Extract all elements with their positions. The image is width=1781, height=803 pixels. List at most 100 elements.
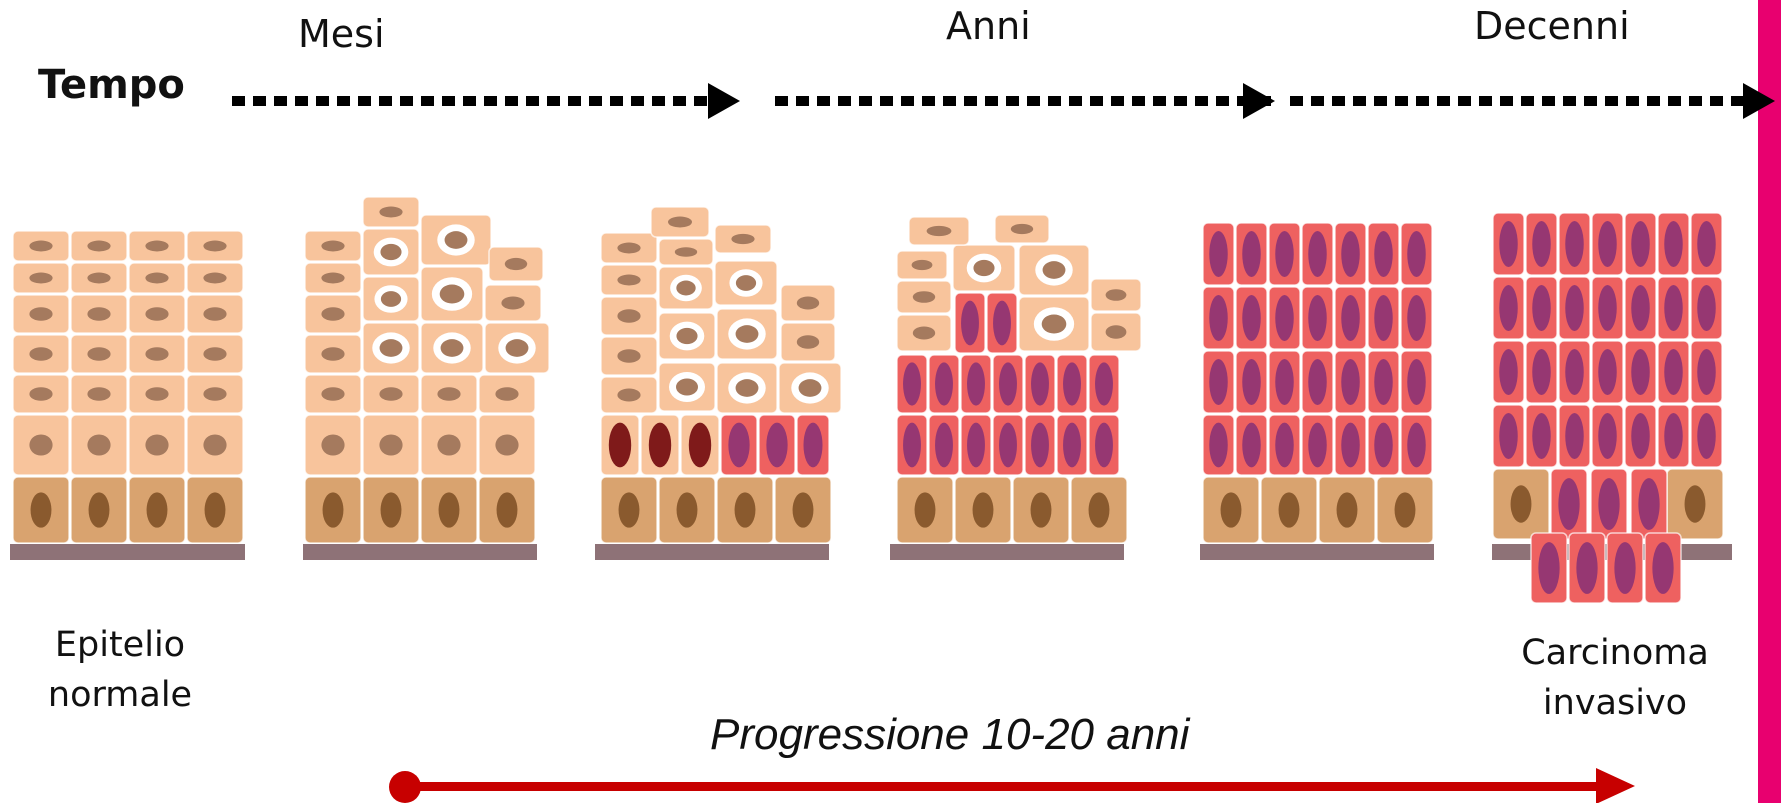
time-dash	[859, 96, 872, 106]
time-dash	[1374, 96, 1387, 106]
normal-cell	[70, 294, 128, 334]
tumor-cell	[896, 354, 928, 414]
tumor-cell	[1591, 276, 1624, 340]
nucleus	[688, 422, 712, 468]
time-dash	[295, 96, 308, 106]
basal-cell	[774, 476, 832, 544]
nucleus	[321, 272, 345, 284]
tumor-cell	[1657, 340, 1690, 404]
nucleus	[321, 387, 345, 401]
progression-label: Progressione 10-20 anni	[710, 710, 1190, 759]
nucleus	[967, 362, 985, 406]
tumor-cell	[928, 414, 960, 476]
tumor-cell	[928, 354, 960, 414]
normal-cell	[1090, 312, 1142, 352]
nucleus	[1341, 422, 1360, 468]
tumor-cell	[758, 414, 796, 476]
nucleus	[1532, 412, 1551, 460]
nucleus	[728, 422, 750, 468]
normal-cell	[362, 322, 420, 374]
time-arrowhead	[1743, 83, 1775, 119]
normal-cell	[12, 334, 70, 374]
time-arrows	[232, 83, 1775, 119]
normal-cell	[658, 362, 716, 412]
time-dash	[1111, 96, 1124, 106]
tumor-cell	[1525, 340, 1558, 404]
normal-cell	[128, 334, 186, 374]
normal-cell	[12, 262, 70, 294]
nucleus	[1697, 412, 1716, 460]
normal-cell	[186, 230, 244, 262]
normal-cell	[362, 196, 420, 228]
time-dash	[1353, 96, 1366, 106]
basal-cell	[128, 476, 186, 544]
nucleus	[803, 422, 823, 468]
basal-cell	[304, 476, 362, 544]
time-dash	[1542, 96, 1555, 106]
nucleus	[1041, 314, 1067, 334]
nucleus	[1105, 325, 1127, 339]
time-dash	[1132, 96, 1145, 106]
time-stage-decades: Decenni	[1474, 4, 1630, 48]
nucleus	[1576, 542, 1598, 594]
nucleus	[1242, 422, 1261, 468]
nucleus	[1242, 230, 1261, 278]
tumor-cell	[1492, 212, 1525, 276]
nucleus	[1558, 478, 1580, 530]
nucleus	[321, 307, 345, 321]
nucleus	[1684, 485, 1706, 523]
tumor-cell	[1268, 414, 1301, 476]
nucleus	[796, 296, 820, 310]
nucleus	[30, 492, 52, 528]
tumor-cell	[1591, 340, 1624, 404]
normal-cell	[1018, 296, 1090, 352]
nucleus	[145, 434, 169, 456]
nucleus	[973, 259, 995, 277]
nucleus	[1407, 294, 1426, 342]
nucleus	[321, 434, 345, 456]
column-cin	[890, 214, 1142, 560]
tumor-cell	[1235, 350, 1268, 414]
normal-cell	[304, 374, 362, 414]
normal-cell	[304, 262, 362, 294]
nucleus	[914, 492, 936, 528]
time-arrowhead	[1243, 83, 1275, 119]
nucleus	[766, 422, 788, 468]
nucleus	[1631, 412, 1650, 460]
time-dash	[1479, 96, 1492, 106]
time-dash	[1500, 96, 1513, 106]
nucleus	[203, 434, 227, 456]
nucleus	[496, 492, 518, 528]
nucleus	[145, 240, 169, 252]
time-dash	[1605, 96, 1618, 106]
nucleus	[1031, 422, 1049, 468]
time-dash	[1311, 96, 1324, 106]
basal-cell	[1012, 476, 1070, 544]
time-dash	[1458, 96, 1471, 106]
nucleus	[87, 434, 111, 456]
time-dash	[1668, 96, 1681, 106]
time-dash	[1710, 96, 1723, 106]
normal-cell	[658, 238, 714, 266]
nucleus	[1664, 284, 1683, 332]
tumor-cell	[1202, 414, 1235, 476]
nucleus	[1565, 412, 1584, 460]
tumor-cell	[986, 292, 1018, 354]
nucleus	[935, 422, 953, 468]
nucleus	[926, 225, 952, 237]
time-dash	[1332, 96, 1345, 106]
basal-cell	[1202, 476, 1260, 544]
normal-cell	[186, 262, 244, 294]
tumor-cell	[1525, 404, 1558, 468]
normal-cell	[186, 294, 244, 334]
nucleus	[912, 326, 936, 340]
nucleus	[1308, 230, 1327, 278]
nucleus	[440, 339, 464, 357]
time-dash	[547, 96, 560, 106]
normal-cell	[128, 414, 186, 476]
nucleus	[1407, 230, 1426, 278]
tumor-cell	[1024, 354, 1056, 414]
time-dash	[1647, 96, 1660, 106]
normal-cell	[896, 250, 948, 280]
nucleus	[444, 231, 468, 249]
